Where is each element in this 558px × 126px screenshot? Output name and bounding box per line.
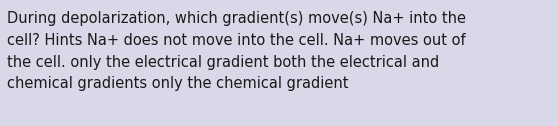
- Text: During depolarization, which gradient(s) move(s) Na+ into the
cell? Hints Na+ do: During depolarization, which gradient(s)…: [7, 11, 466, 91]
